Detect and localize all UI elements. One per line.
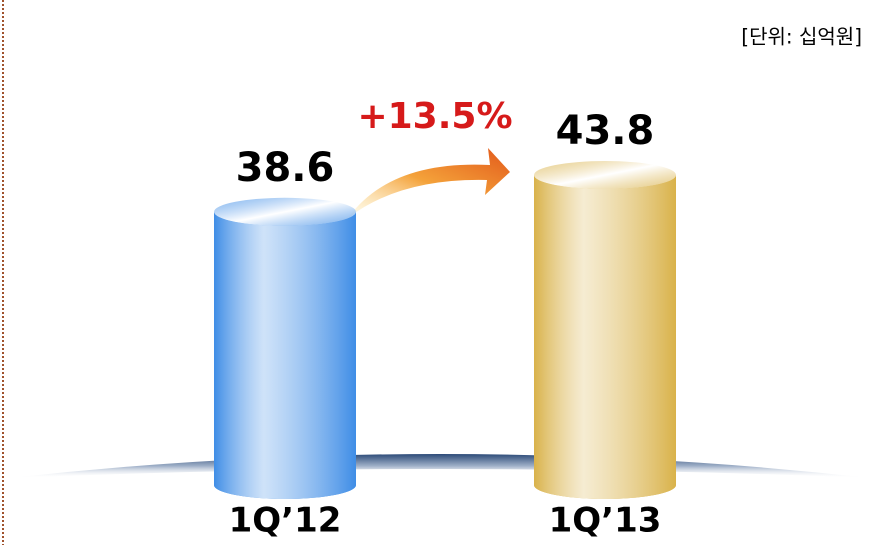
- growth-arrow: [348, 148, 510, 218]
- value-label: 38.6: [236, 145, 335, 191]
- floor: [10, 454, 870, 478]
- x-tick-label: 1Q’13: [549, 501, 662, 541]
- bar-cap: [214, 197, 356, 226]
- annotation: +13.5%: [357, 96, 512, 137]
- bar-cap: [534, 161, 676, 189]
- x-tick-label: 1Q’12: [229, 501, 342, 541]
- value-label: 43.8: [556, 108, 655, 154]
- bar: [534, 175, 676, 499]
- bar: [214, 211, 356, 499]
- unit-label: [단위: 십억원]: [741, 25, 862, 49]
